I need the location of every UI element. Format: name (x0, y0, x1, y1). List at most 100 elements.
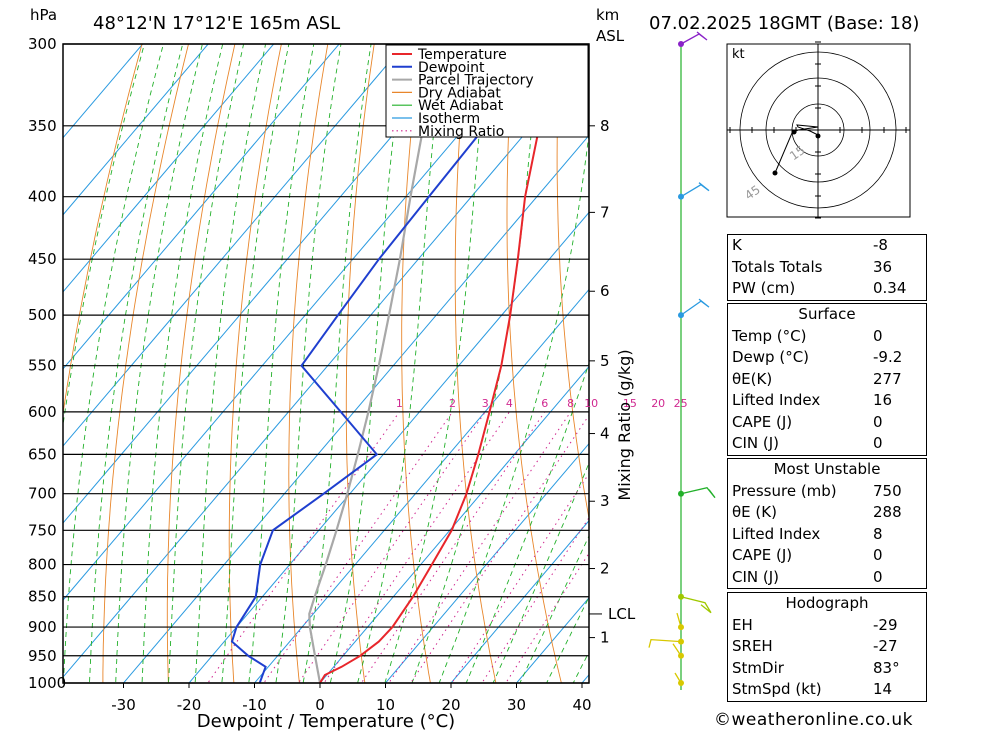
temperature-tick-label: 10 (376, 696, 395, 714)
wet-adiabat-line (141, 44, 224, 683)
wind-barb (680, 596, 712, 614)
surface-value: 277 (873, 369, 902, 388)
mixing-ratio-label: 2 (449, 397, 456, 410)
copyright-notice: ©weatheronline.co.uk (714, 710, 914, 730)
temperature-tick-label: 40 (572, 696, 591, 714)
legend-item: Wet Adiabat (418, 98, 504, 114)
hodograph-point (791, 129, 797, 135)
pressure-tick-labels: 300 350 400 450 500 550 600 650 700 750 800 850 900 9… (28, 35, 66, 692)
surface-title: Surface (798, 305, 856, 323)
legend-item: Dewpoint (418, 60, 485, 76)
isotherm-line (384, 442, 589, 683)
pressure-tick-label: 650 (28, 445, 57, 463)
pressure-tick-label: 550 (28, 357, 57, 375)
indices-row: Totals Totals 36 (728, 257, 926, 279)
mixing-ratio-line (297, 411, 486, 683)
surface-row: Dewp (°C) -9.2 (728, 347, 926, 369)
mixing-ratio-line (263, 411, 453, 683)
wet-adiabat-line (519, 534, 589, 683)
km-unit-label: km (596, 6, 619, 24)
wind-barb (676, 612, 682, 628)
mixing-ratio-label: 3 (482, 397, 489, 410)
surface-key: Dewp (°C) (732, 348, 810, 366)
pressure-tick-label: 600 (28, 403, 57, 421)
indices-table: K -8 Totals Totals 36 PW (cm) 0.34 (727, 234, 927, 301)
dry-adiabat-line (401, 44, 431, 683)
wet-adiabat-line (248, 44, 315, 683)
km-tick-label: 5 (600, 352, 610, 370)
most-unstable-value: 288 (873, 503, 902, 521)
mixing-ratio-line (207, 411, 400, 683)
wind-barb (680, 31, 708, 45)
mixing-ratio-axis-title: Mixing Ratio (g/kg) (615, 349, 634, 500)
hodograph-unit-label: kt (732, 47, 745, 62)
wind-barb (680, 486, 716, 499)
km-tick-label: 2 (600, 560, 610, 578)
wet-adiabat-line (329, 44, 406, 683)
km-tick-label: 3 (600, 492, 610, 510)
surface-key: θE(K) (732, 369, 773, 388)
wet-adiabat-line (168, 44, 245, 683)
pressure-tick-label: 850 (28, 588, 57, 606)
temperature-tick-label: 0 (315, 696, 325, 714)
hodograph-table-row: SREH -27 (728, 636, 926, 658)
temperature-tick-label: -10 (242, 696, 267, 714)
dry-adiabat-line (288, 44, 329, 683)
wet-adiabat-line (465, 361, 589, 683)
surface-value: -9.2 (873, 348, 903, 366)
most-unstable-title: Most Unstable (773, 460, 881, 478)
hodograph-table-value: -29 (873, 615, 898, 634)
wind-profile (648, 31, 716, 690)
pressure-tick-label: 750 (28, 521, 57, 539)
mixing-ratio-label: 10 (584, 397, 598, 410)
dry-adiabat-line (63, 44, 143, 417)
most-unstable-key: Lifted Index (732, 524, 821, 543)
wind-barb (672, 643, 682, 657)
isotherm-line (63, 44, 144, 139)
indices-key: K (732, 236, 742, 254)
most-unstable-value: 0 (873, 546, 883, 564)
pressure-tick-label: 350 (28, 117, 57, 135)
surface-row: CAPE (J) 0 (728, 412, 926, 434)
surface-value: 0 (873, 434, 883, 452)
pressure-tick-label: 800 (28, 556, 57, 574)
series-temperature (319, 44, 562, 683)
series-parcel-trajectory (308, 44, 445, 683)
isotherm-line (319, 365, 589, 683)
isotherm-line (63, 44, 406, 447)
hodograph-table-key: StmSpd (kt) (732, 680, 822, 698)
mixing-ratio-line (360, 411, 546, 683)
dry-adiabat-line (556, 44, 589, 521)
hodograph-table-row: StmDir 83° (728, 658, 926, 680)
plot-frame (62, 43, 590, 684)
hodograph-table-row: EH -29 (728, 615, 926, 637)
hodograph-table-row: StmSpd (kt) 14 (728, 679, 926, 701)
wet-adiabat-line (492, 462, 589, 683)
km-axis: 1 2 3 4 5 6 7 8 LCL (589, 117, 636, 647)
surface-table: Surface Temp (°C) 0 Dewp (°C) -9.2 θE(K) 277 L… (727, 303, 927, 456)
indices-value: 36 (873, 257, 893, 276)
hodograph-table-key: SREH (732, 637, 773, 655)
legend-item: Isotherm (418, 111, 480, 127)
legend-box (385, 44, 589, 138)
most-unstable-row: CAPE (J) 0 (728, 545, 926, 567)
legend-item: Temperature (417, 47, 507, 63)
hodograph-table-value: 83° (873, 658, 900, 677)
indices-key: PW (cm) (732, 279, 796, 297)
isotherm-line (63, 44, 209, 216)
temperature-tick-label: -20 (177, 696, 202, 714)
temperature-tick-labels: -30 -20 -10 0 10 20 30 40 (111, 683, 592, 714)
wet-adiabat-line (357, 44, 444, 683)
dry-adiabat-line (102, 44, 189, 683)
surface-row: CIN (J) 0 (728, 433, 926, 455)
pressure-tick-label: 400 (28, 188, 57, 206)
indices-value: 0.34 (873, 279, 907, 297)
surface-key: CIN (J) (732, 434, 780, 452)
isotherm-line (188, 211, 589, 683)
series-dewpoint (230, 44, 537, 683)
surface-value: 16 (873, 391, 893, 409)
surface-value: 0 (873, 326, 883, 345)
dry-adiabat-line (345, 44, 375, 683)
